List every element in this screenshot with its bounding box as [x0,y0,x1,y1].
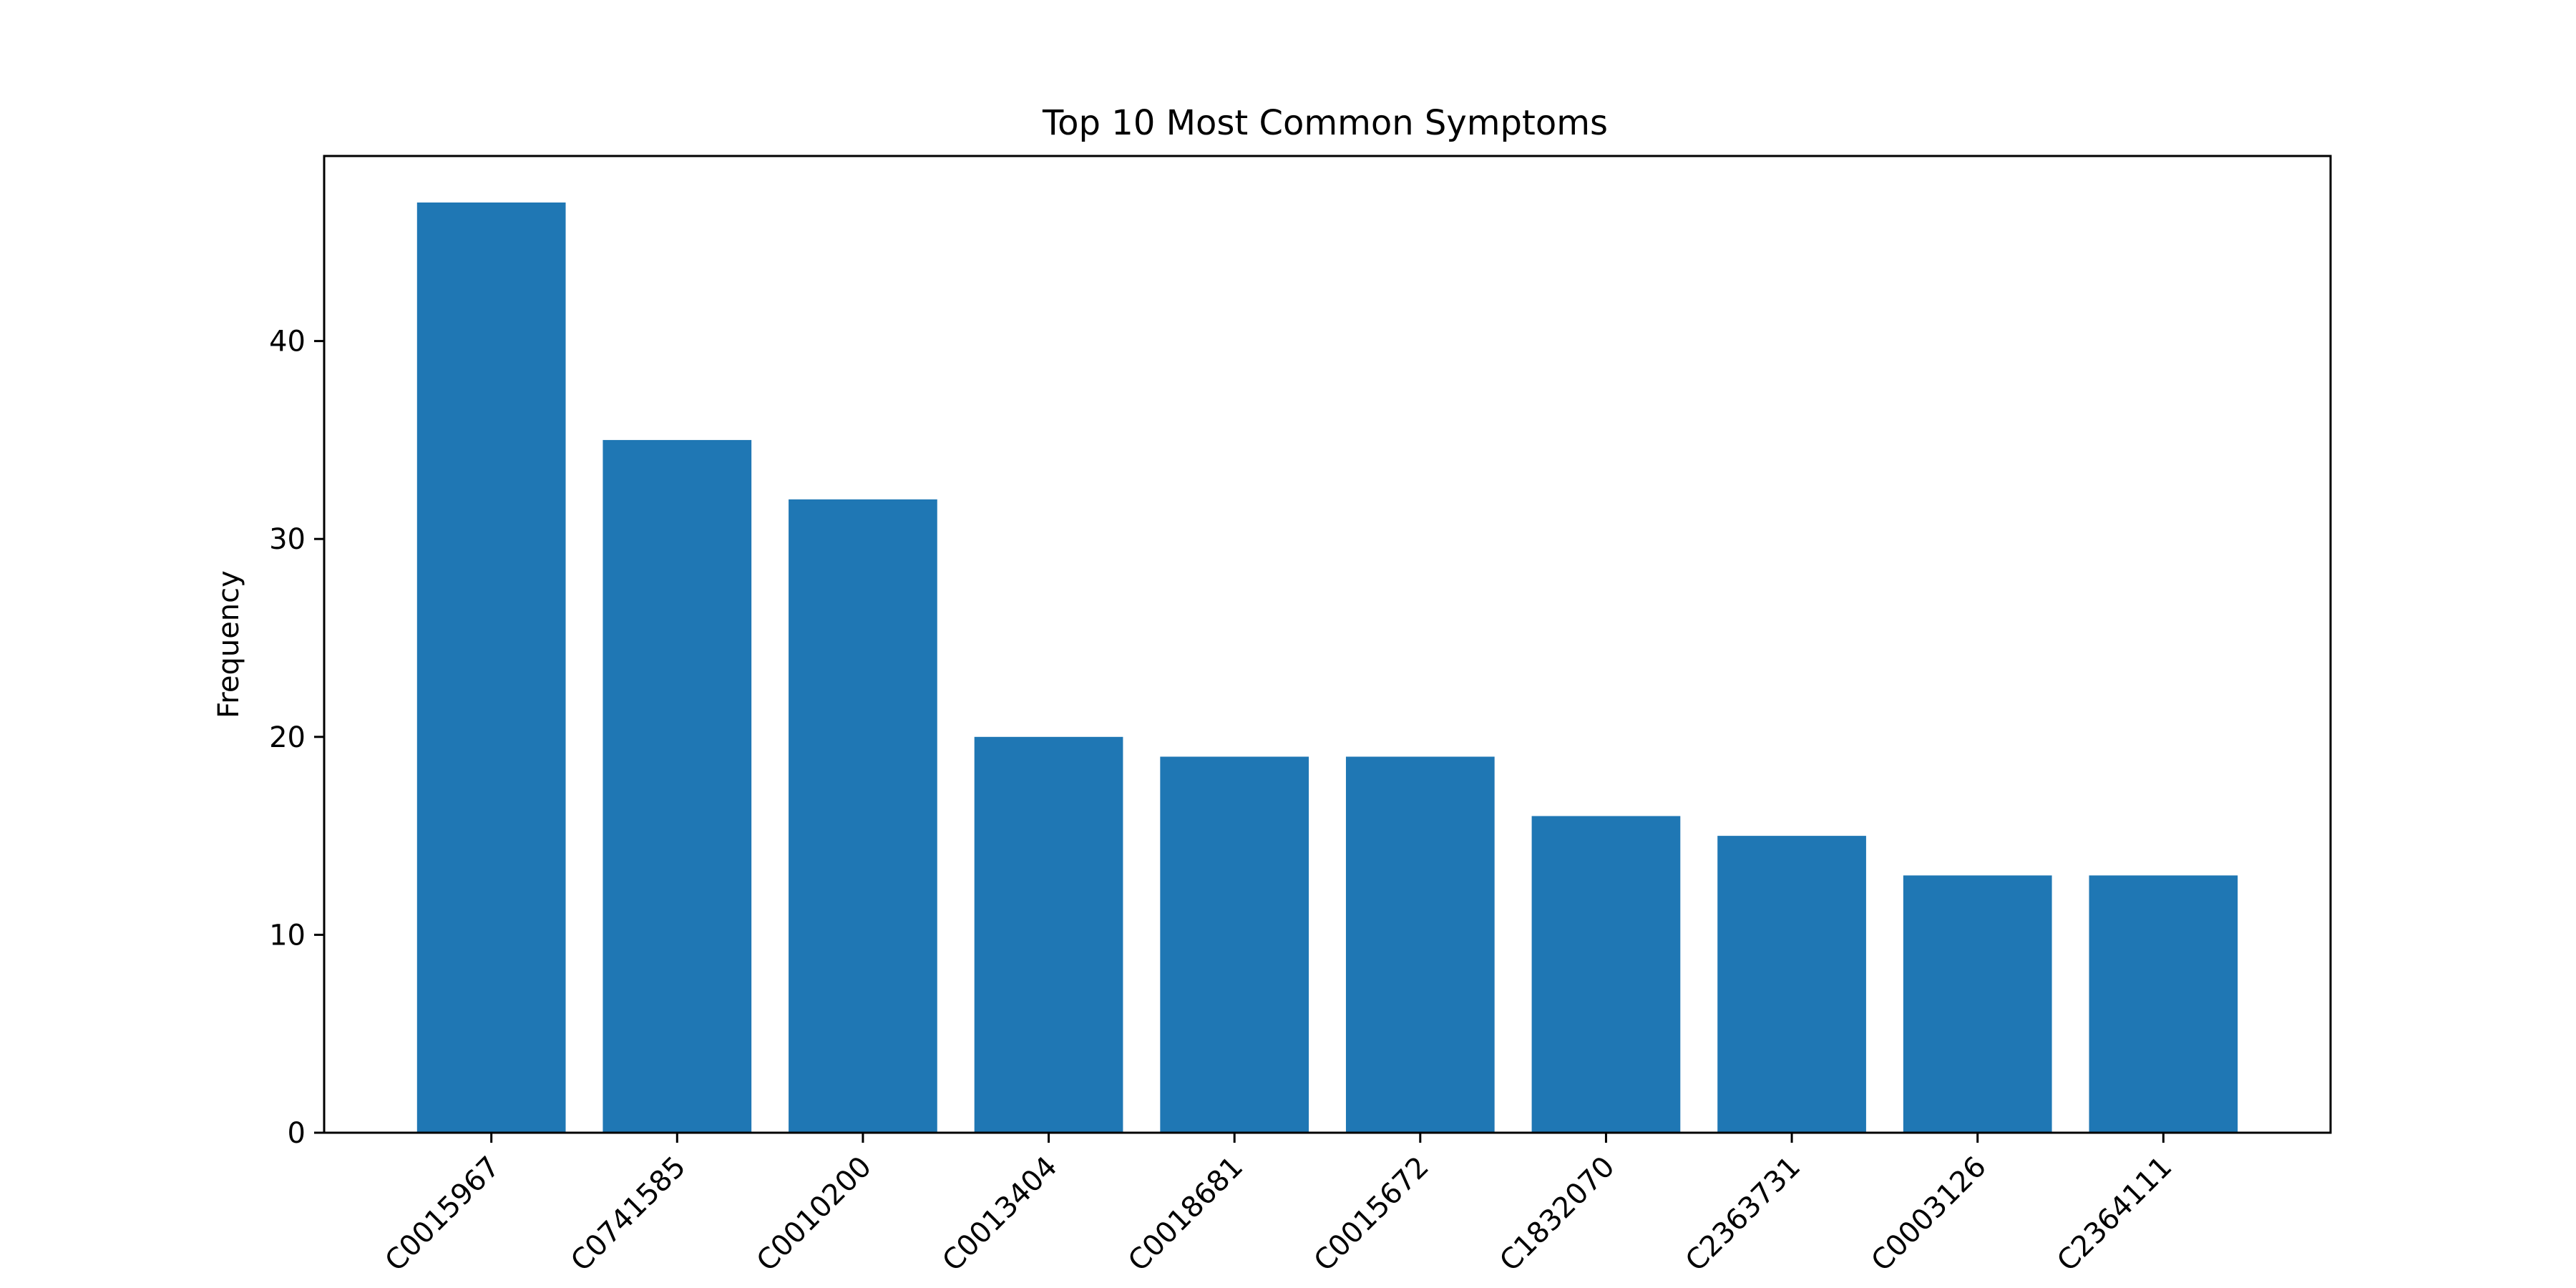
bars-group [416,203,2238,1133]
plot-frame [323,155,2332,1134]
y-tick-label: 0 [288,1117,306,1150]
bar-C1832070 [1531,816,1681,1133]
bar-C0015967 [416,203,566,1133]
y-tick-label: 40 [269,326,306,358]
y-tick-label: 30 [269,523,306,556]
bar-C0015672 [1345,756,1495,1133]
chart-title: Top 10 Most Common Symptoms [1042,103,1608,143]
bar-C0741585 [602,439,752,1133]
bar-C0018681 [1160,756,1309,1133]
bar-C2363731 [1717,836,1866,1133]
y-tick-label: 10 [269,919,306,952]
y-tick-label: 20 [269,721,306,754]
bar-C0003126 [1903,875,2052,1133]
y-axis-ticks: 0 10 20 30 40 [269,326,324,1150]
bar-C0010200 [789,499,937,1133]
bar-C0013404 [974,736,1123,1133]
y-axis-label: Frequency [213,570,245,718]
bar-C2364111 [2089,875,2238,1133]
